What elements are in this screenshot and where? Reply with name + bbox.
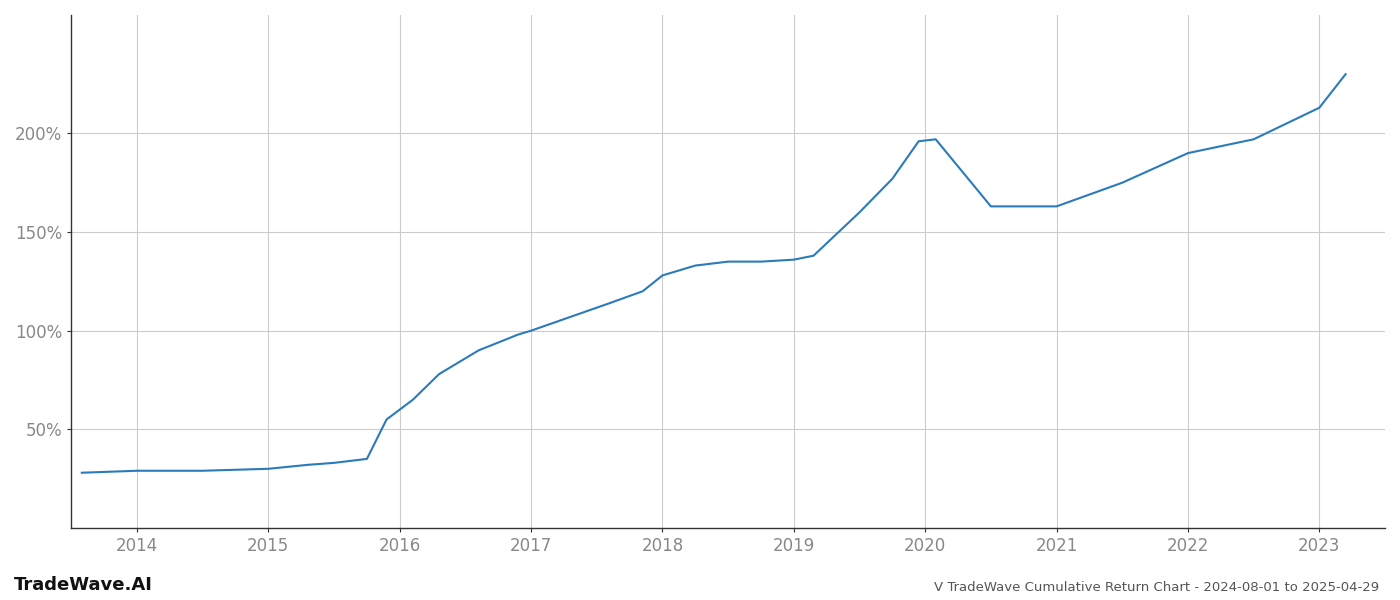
- Text: TradeWave.AI: TradeWave.AI: [14, 576, 153, 594]
- Text: V TradeWave Cumulative Return Chart - 2024-08-01 to 2025-04-29: V TradeWave Cumulative Return Chart - 20…: [934, 581, 1379, 594]
